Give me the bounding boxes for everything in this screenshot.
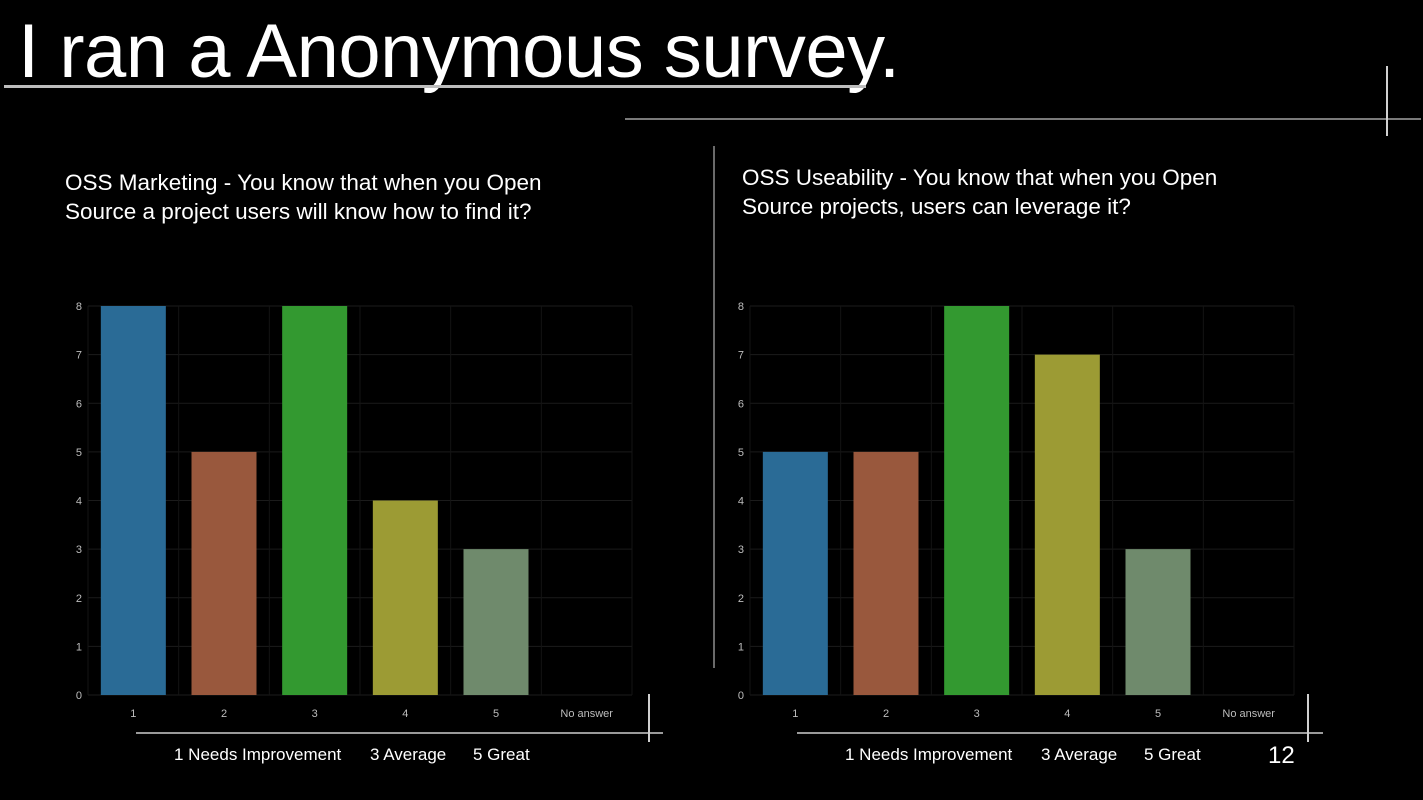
marketing-bar-chart: 0 1 2 3 4 5 6 7 8 1 2 3 4 5 No answer	[76, 301, 633, 720]
header-rule	[625, 118, 1421, 120]
y-tick-label: 8	[76, 301, 82, 313]
legend-great: 5 Great	[1143, 745, 1201, 764]
bar-4	[1034, 354, 1100, 695]
y-tick-label: 2	[738, 593, 744, 605]
y-tick-label: 0	[738, 690, 744, 702]
chart-footer-tick	[648, 694, 650, 742]
y-tick-label: 7	[76, 350, 82, 362]
legend-needs-improvement: 1 Needs Improvement	[174, 745, 342, 764]
useability-bar-chart: 0 1 2 3 4 5 6 7 8 1 2 3 4 5 No answer	[738, 301, 1295, 720]
x-tick-label: 4	[1064, 708, 1070, 720]
bar-2	[853, 451, 919, 695]
chart-footer-tick	[1307, 694, 1309, 742]
question-line: OSS Useability - You know that when you …	[742, 165, 1218, 190]
y-tick-label: 6	[738, 398, 744, 410]
legend-average: 3 Average	[369, 745, 447, 764]
question-marketing: OSS Marketing - You know that when you O…	[65, 168, 542, 226]
page-number: 12	[1268, 742, 1295, 769]
title-underline	[4, 85, 866, 88]
center-divider	[713, 146, 715, 668]
y-tick-label: 5	[738, 447, 744, 459]
bar-3	[282, 306, 348, 695]
question-line: OSS Marketing - You know that when you O…	[65, 170, 542, 195]
y-tick-label: 3	[738, 544, 744, 556]
y-tick-label: 3	[76, 544, 82, 556]
x-tick-label: 2	[221, 708, 227, 720]
question-line: Source a project users will know how to …	[65, 199, 532, 224]
y-tick-label: 0	[76, 690, 82, 702]
x-tick-label: 1	[792, 708, 798, 720]
bar-1	[100, 306, 166, 695]
bar-2	[191, 451, 257, 695]
y-tick-label: 2	[76, 593, 82, 605]
y-tick-label: 4	[76, 496, 82, 508]
y-tick-label: 7	[738, 350, 744, 362]
y-tick-label: 8	[738, 301, 744, 313]
x-tick-label: 1	[130, 708, 136, 720]
x-tick-label: 2	[883, 708, 889, 720]
legend-average: 3 Average	[1040, 745, 1118, 764]
legend-needs-improvement: 1 Needs Improvement	[845, 745, 1013, 764]
header-rule-tick	[1386, 66, 1388, 136]
bar-1	[762, 451, 828, 695]
x-tick-label: 4	[402, 708, 408, 720]
bar-5	[1125, 549, 1191, 695]
x-tick-label: 5	[493, 708, 499, 720]
bar-5	[463, 549, 529, 695]
x-tick-label: 5	[1155, 708, 1161, 720]
slide-title: I ran a Anonymous survey.	[18, 9, 900, 94]
chart-footer-rule	[797, 732, 1323, 734]
x-tick-label: No answer	[560, 708, 613, 720]
rating-legend: 1 Needs Improvement 3 Average 5 Great	[174, 745, 530, 765]
chart-footer-rule	[136, 732, 663, 734]
bar-3	[944, 306, 1010, 695]
y-tick-label: 6	[76, 398, 82, 410]
x-tick-label: 3	[974, 708, 980, 720]
bar-4	[372, 500, 438, 695]
y-tick-label: 1	[738, 641, 744, 653]
x-tick-label: No answer	[1222, 708, 1275, 720]
x-tick-label: 3	[312, 708, 318, 720]
y-tick-label: 4	[738, 496, 744, 508]
question-line: Source projects, users can leverage it?	[742, 194, 1131, 219]
rating-legend: 1 Needs Improvement 3 Average 5 Great	[845, 745, 1201, 765]
y-tick-label: 1	[76, 641, 82, 653]
y-tick-label: 5	[76, 447, 82, 459]
question-useability: OSS Useability - You know that when you …	[742, 163, 1217, 221]
legend-great: 5 Great	[472, 745, 530, 764]
